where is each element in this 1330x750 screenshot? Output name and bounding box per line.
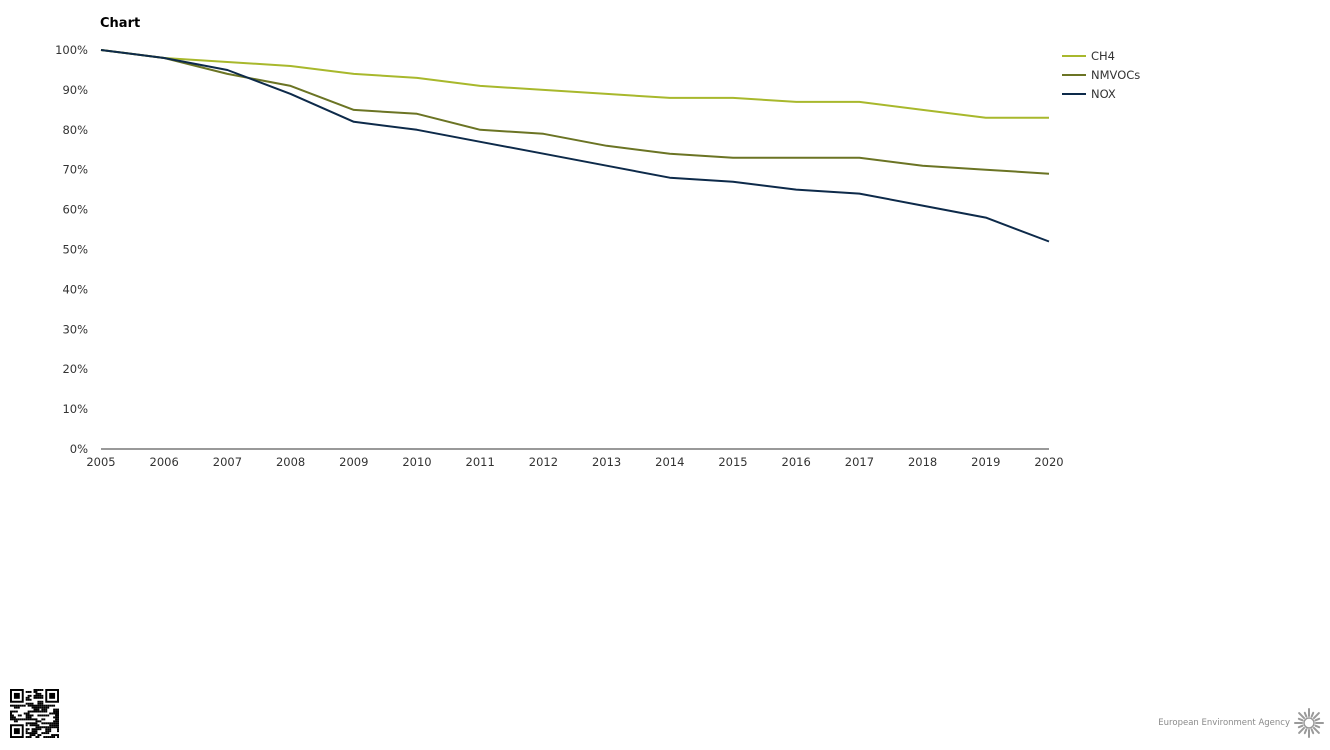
series-line-nox[interactable] [100,49,1050,243]
x-tick-label: 2006 [150,455,179,469]
qr-code-icon [10,689,59,738]
legend-item-nmvocs[interactable]: NMVOCs [1062,68,1140,82]
y-tick-label: 100% [55,43,88,57]
legend-item-nox[interactable]: NOX [1062,87,1116,101]
x-tick-label: 2018 [908,455,937,469]
y-tick-label: 30% [62,322,88,336]
legend-item-ch4[interactable]: CH4 [1062,49,1115,63]
y-axis: 0% 10% 20% 30% 40% 50% 60% 70% 80% 90% 100% [55,43,88,456]
legend-label: NMVOCs [1091,68,1140,82]
page-title: Chart [100,16,141,31]
y-tick-label: 70% [62,163,88,177]
x-tick-label: 2013 [592,455,621,469]
x-tick-label: 2017 [845,455,874,469]
y-tick-label: 10% [62,402,88,416]
x-tick-label: 2007 [213,455,242,469]
x-axis: 2005 2006 2007 2008 2009 2010 2011 2012 2013 2014… [86,448,1064,469]
eea-logo: European Environment Agency [1158,708,1324,738]
x-tick-label: 2016 [782,455,811,469]
legend-label: CH4 [1091,49,1115,63]
y-tick-label: 50% [62,243,88,257]
x-tick-label: 2019 [971,455,1000,469]
y-tick-label: 80% [62,123,88,137]
x-tick-label: 2020 [1034,455,1063,469]
x-tick-label: 2010 [402,455,431,469]
y-tick-label: 40% [62,282,88,296]
legend[interactable]: CH4 NMVOCs NOX [1062,49,1140,101]
eea-logo-icon [1294,708,1324,738]
x-tick-label: 2011 [466,455,495,469]
y-tick-label: 90% [62,83,88,97]
x-tick-label: 2012 [529,455,558,469]
legend-label: NOX [1091,87,1116,101]
x-tick-label: 2008 [276,455,305,469]
x-tick-label: 2014 [655,455,684,469]
x-tick-label: 2009 [339,455,368,469]
agency-name: European Environment Agency [1158,718,1290,728]
series-line-ch4[interactable] [100,49,1049,119]
series-line-nmvocs[interactable] [100,49,1050,175]
y-tick-label: 60% [62,203,88,217]
series-lines [100,49,1050,243]
y-tick-label: 0% [70,442,88,456]
x-tick-label: 2015 [718,455,747,469]
x-tick-label: 2005 [86,455,115,469]
line-chart: 0%10%20%30%40%50%60%70%80%90%100% 2005 20… [55,43,1140,469]
y-tick-label: 20% [62,362,88,376]
